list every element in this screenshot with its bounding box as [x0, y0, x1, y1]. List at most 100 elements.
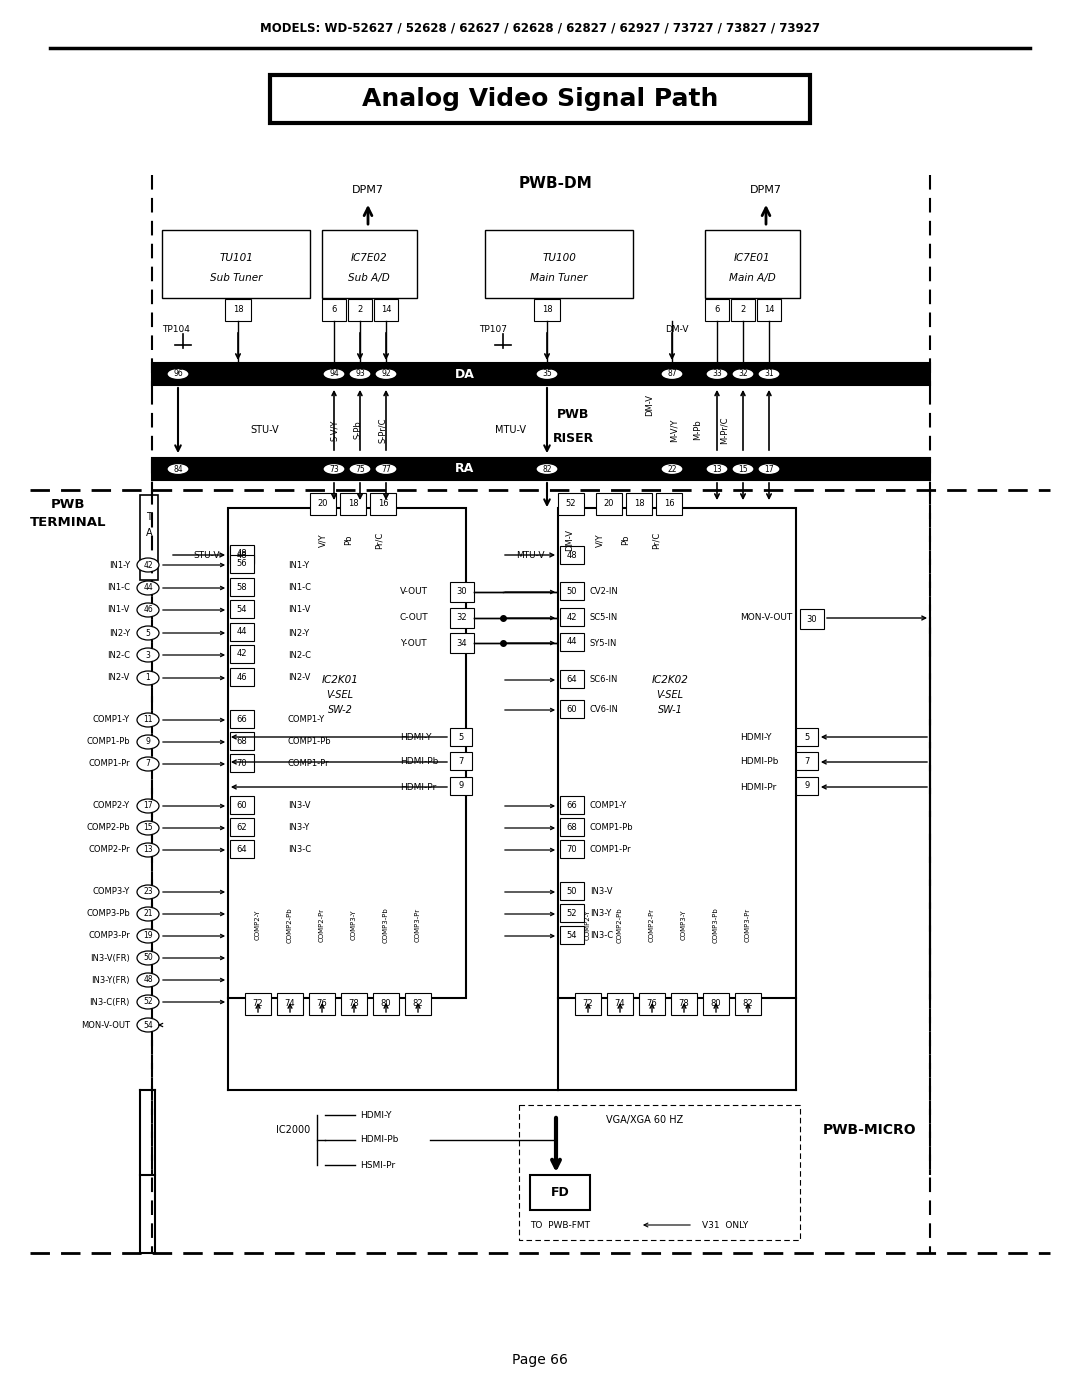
- Ellipse shape: [167, 464, 189, 475]
- Text: HDMI-Pb: HDMI-Pb: [400, 757, 438, 767]
- Bar: [230, 555, 254, 573]
- Bar: [225, 299, 251, 321]
- Text: 16: 16: [378, 500, 389, 509]
- Text: HDMI-Pb: HDMI-Pb: [360, 1136, 399, 1144]
- Bar: [607, 993, 633, 1016]
- Ellipse shape: [758, 369, 780, 380]
- Text: 9: 9: [805, 781, 810, 791]
- Text: 22: 22: [667, 464, 677, 474]
- Ellipse shape: [137, 648, 159, 662]
- Ellipse shape: [375, 464, 397, 475]
- Text: 76: 76: [647, 999, 658, 1009]
- Ellipse shape: [661, 369, 683, 380]
- Ellipse shape: [137, 626, 159, 640]
- Bar: [230, 710, 254, 728]
- Bar: [230, 840, 254, 858]
- Text: IN1-V: IN1-V: [288, 605, 310, 615]
- Text: S-V/Y: S-V/Y: [329, 419, 338, 440]
- Text: S-Pr/C: S-Pr/C: [378, 418, 388, 443]
- Bar: [152, 363, 930, 386]
- Ellipse shape: [137, 581, 159, 595]
- Text: 58: 58: [237, 583, 247, 591]
- Text: 75: 75: [355, 464, 365, 474]
- Bar: [230, 796, 254, 814]
- Ellipse shape: [323, 369, 345, 380]
- Text: 96: 96: [173, 369, 183, 379]
- Bar: [230, 623, 254, 641]
- Bar: [230, 578, 254, 597]
- Text: Sub Tuner: Sub Tuner: [210, 272, 262, 284]
- Text: 7: 7: [146, 760, 150, 768]
- Text: IN1-C: IN1-C: [288, 584, 311, 592]
- Bar: [561, 796, 584, 814]
- Ellipse shape: [137, 929, 159, 943]
- Text: COMP3-Pr: COMP3-Pr: [89, 932, 130, 940]
- Text: IC7E02: IC7E02: [351, 253, 388, 263]
- Text: DA: DA: [455, 367, 475, 380]
- Bar: [370, 493, 396, 515]
- Text: IC2K01: IC2K01: [322, 675, 359, 685]
- Text: TP104: TP104: [162, 324, 190, 334]
- Bar: [796, 728, 818, 746]
- Bar: [450, 583, 474, 602]
- Text: A: A: [146, 528, 152, 538]
- Bar: [341, 993, 367, 1016]
- Bar: [230, 754, 254, 773]
- Text: 2: 2: [357, 306, 363, 314]
- Text: 18: 18: [348, 500, 359, 509]
- Bar: [405, 993, 431, 1016]
- Text: TU101: TU101: [219, 253, 253, 263]
- Text: 76: 76: [316, 999, 327, 1009]
- Ellipse shape: [137, 799, 159, 813]
- Text: COMP3-Y: COMP3-Y: [351, 909, 357, 940]
- Text: DPM7: DPM7: [750, 184, 782, 196]
- Text: Analog Video Signal Path: Analog Video Signal Path: [362, 87, 718, 110]
- Bar: [731, 299, 755, 321]
- Text: COMP1-Pr: COMP1-Pr: [288, 760, 329, 768]
- Text: 11: 11: [144, 715, 152, 725]
- Text: STU-V: STU-V: [193, 550, 220, 560]
- Text: 5: 5: [458, 732, 463, 742]
- Ellipse shape: [167, 369, 189, 380]
- Text: 21: 21: [144, 909, 152, 918]
- Text: MTU-V: MTU-V: [516, 550, 545, 560]
- Text: COMP3-Y: COMP3-Y: [93, 887, 130, 897]
- Text: Main Tuner: Main Tuner: [530, 272, 588, 284]
- Text: IN3-C: IN3-C: [590, 932, 613, 940]
- Text: IN2-V: IN2-V: [288, 673, 310, 683]
- Text: 66: 66: [237, 714, 247, 724]
- Text: COMP3-Y: COMP3-Y: [681, 909, 687, 940]
- Bar: [561, 546, 584, 564]
- Text: Sub A/D: Sub A/D: [348, 272, 390, 284]
- Text: 93: 93: [355, 369, 365, 379]
- Ellipse shape: [349, 369, 372, 380]
- Text: COMP3-Pb: COMP3-Pb: [86, 909, 130, 918]
- Text: Page 66: Page 66: [512, 1354, 568, 1368]
- Bar: [757, 299, 781, 321]
- Text: 14: 14: [381, 306, 391, 314]
- Text: IN2-C: IN2-C: [107, 651, 130, 659]
- Text: Pb: Pb: [621, 535, 631, 545]
- Text: 92: 92: [381, 369, 391, 379]
- Text: VGA/XGA 60 HZ: VGA/XGA 60 HZ: [606, 1115, 684, 1125]
- Text: 54: 54: [237, 605, 247, 613]
- Bar: [558, 493, 584, 515]
- Text: IC2K02: IC2K02: [651, 675, 688, 685]
- Bar: [245, 993, 271, 1016]
- Text: TU100: TU100: [542, 253, 576, 263]
- Text: PWB-DM: PWB-DM: [518, 176, 592, 190]
- Text: COMP1-Y: COMP1-Y: [590, 802, 627, 810]
- Bar: [230, 668, 254, 686]
- Text: 68: 68: [237, 736, 247, 746]
- Text: HDMI-Y: HDMI-Y: [360, 1111, 391, 1119]
- Text: IC7E01: IC7E01: [733, 253, 770, 263]
- Bar: [450, 608, 474, 629]
- Ellipse shape: [137, 757, 159, 771]
- Text: 6: 6: [332, 306, 337, 314]
- Bar: [796, 752, 818, 770]
- Text: 50: 50: [567, 887, 577, 895]
- Text: COMP3-Pb: COMP3-Pb: [713, 907, 719, 943]
- Text: 60: 60: [567, 704, 578, 714]
- Bar: [530, 1175, 590, 1210]
- Text: 68: 68: [567, 823, 578, 831]
